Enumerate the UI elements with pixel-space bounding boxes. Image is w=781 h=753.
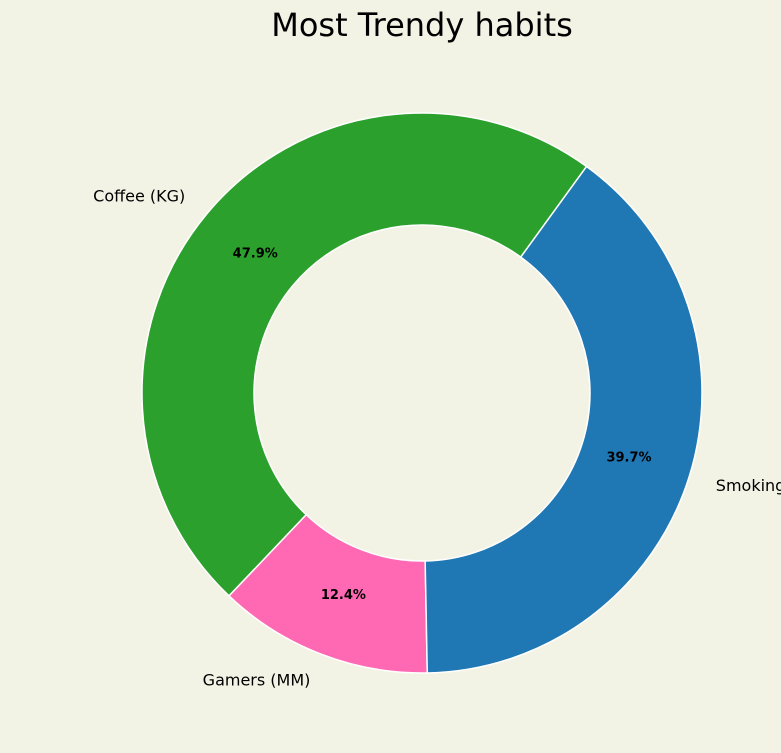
slices-group: [141, 112, 703, 674]
slice-0: [141, 112, 588, 597]
slice-percent-label-1: 12.4%: [321, 588, 366, 603]
slice-category-label-2: Smoking Rate (%): [716, 476, 781, 495]
slice-2: [424, 165, 703, 674]
chart-title: Most Trendy habits: [271, 6, 573, 44]
slice-category-label-0: Coffee (KG): [93, 186, 185, 205]
labels-group: 47.9% Coffee (KG) 12.4% Gamers (MM) 39.7% Smo…: [93, 186, 781, 689]
slice-percent-label-2: 39.7%: [606, 451, 651, 466]
slice-category-label-1: Gamers (MM): [203, 671, 311, 690]
slice-percent-label-0: 47.9%: [233, 247, 278, 262]
